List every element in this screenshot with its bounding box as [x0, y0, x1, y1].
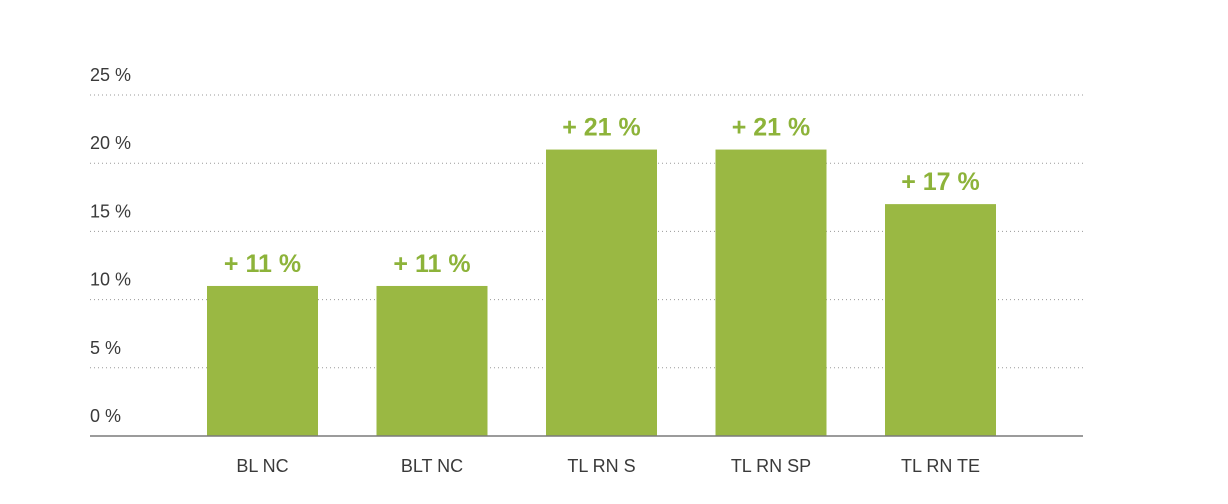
bar	[546, 149, 657, 436]
y-tick-label: 0 %	[90, 406, 121, 426]
x-tick-label: TL RN TE	[901, 456, 980, 476]
data-labels: + 11 % + 11 % + 21 % + 21 % + 17 %	[224, 114, 980, 278]
y-tick-label: 20 %	[90, 133, 131, 153]
bar	[715, 149, 827, 436]
data-label: + 11 %	[224, 250, 301, 278]
data-label: + 21 %	[562, 114, 641, 142]
y-tick-label: 25 %	[90, 65, 131, 85]
x-tick-label: TL RN S	[567, 456, 635, 476]
x-tick-label: TL RN SP	[731, 456, 811, 476]
x-tick-label: BL NC	[236, 456, 288, 476]
x-tick-label: BLT NC	[401, 456, 463, 476]
y-tick-label: 10 %	[90, 270, 131, 290]
bar	[376, 285, 488, 436]
y-tick-label: 15 %	[90, 201, 131, 221]
bar	[885, 204, 996, 436]
data-label: + 11 %	[393, 250, 470, 278]
data-label: + 17 %	[901, 168, 980, 196]
y-axis-ticks: 0 % 5 % 10 % 15 % 20 % 25 %	[90, 65, 131, 426]
bar	[207, 285, 318, 436]
data-label: + 21 %	[732, 114, 811, 142]
bars	[207, 149, 996, 436]
y-tick-label: 5 %	[90, 338, 121, 358]
x-axis-categories: BL NC BLT NC TL RN S TL RN SP TL RN TE	[236, 456, 980, 476]
